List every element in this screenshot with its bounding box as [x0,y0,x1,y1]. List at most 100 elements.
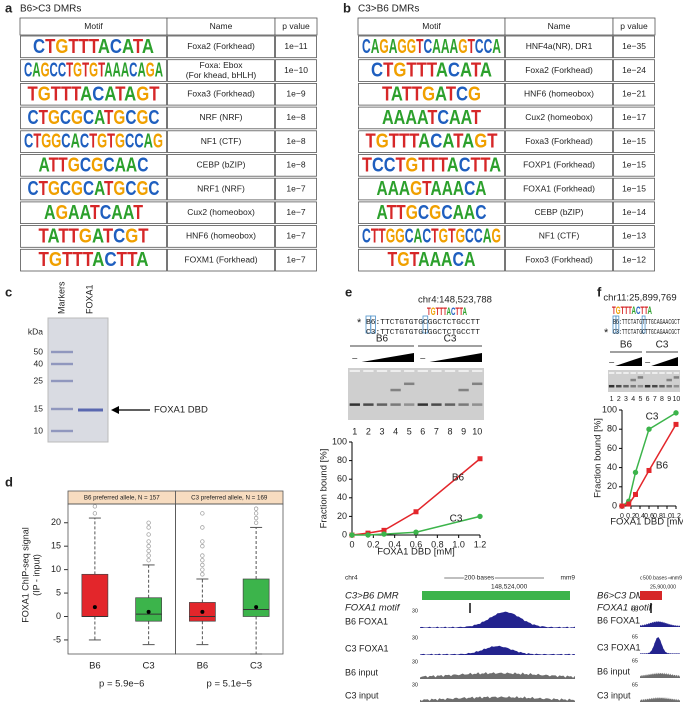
track-label: B6 FOXA1 [597,615,640,625]
p-value: 1e−17 [622,112,646,122]
motif-logo: TCCTGTTTACTTA [362,155,501,177]
free-band [472,403,483,406]
outlier [200,525,205,530]
track-signal [640,636,680,654]
table-cell [613,154,655,177]
marker-size: 15 [34,403,44,413]
outlier [146,539,151,544]
p-value: 1e−12 [622,254,646,264]
x-axis-label: FOXA1 DBD [mM] [610,517,683,528]
motif-logo: TATTGATCGT [39,226,149,248]
well [644,372,651,374]
table-cell [613,201,655,224]
free-band [637,384,644,388]
panel-label: e [345,284,352,299]
outlier [200,511,205,516]
protein-band [78,408,103,412]
well [472,370,483,372]
y-tick-label: 20 [607,481,617,491]
well [444,370,456,372]
marker-size: 25 [34,375,44,385]
header-cell [612,17,656,36]
lane-number: 7 [653,396,657,403]
y-tick-label: 0 [612,500,617,510]
track-label: C3 input [597,690,631,700]
table-cell [358,106,505,130]
column-header: p value [620,21,648,31]
outlier [253,520,259,525]
chromosome: chr11 [640,575,653,581]
x-tick-label: 0.2 [367,539,380,549]
p-value: 1e−13 [622,231,646,241]
panel-label: b [343,0,351,15]
p-value: 1e−9 [286,89,305,99]
table-cell [613,177,655,201]
well [417,370,428,372]
coordinate: 25,900,000 [650,584,676,590]
free-band [623,384,629,388]
sequence: B6:TTCTGTGTGCGGCTCTGCCTT [366,319,480,327]
motif-logo: TGTTTACATAGT [28,84,160,106]
band-label: FOXA1 DBD [154,405,208,416]
p-value: 1e−21 [622,89,646,99]
lane-number: 3 [379,426,384,436]
table-cell [275,154,317,177]
shifted-band [637,376,644,379]
group-label: B6 [620,340,633,351]
track-signal [420,611,575,628]
dmr-label: B6>C3 DMR [597,591,651,602]
shifted-band [390,388,401,392]
sequence: C3:TTCTATGCTTGCAGAACGCT [613,329,680,337]
table-cell [505,83,613,106]
motif-logo: ATTGCGCAAC [39,155,149,177]
motif-name: HNF6 (homeobox) [186,231,256,241]
column-header: Motif [84,21,103,31]
motif-name: FOXM1 (Forkhead) [184,254,257,264]
table-cell [358,154,505,177]
concentration-wedge [651,357,678,366]
table-cell [505,59,613,82]
no-protein-mark: – [609,356,614,366]
outlier [92,511,98,516]
x-tick-label: 1.2 [474,539,487,549]
motif-logo: CAGAGGTCAAAGTCCA [362,36,501,58]
p-value: 1e−7 [286,254,305,264]
free-band [444,403,456,406]
track-label: C3 input [345,690,379,700]
table-cell [167,83,275,106]
motif-logo: TATTGATCG [382,84,481,106]
motif-label: FOXA1 motif [597,603,653,614]
motif-name: Cux2 (homeobox) [525,112,593,122]
table-cell [358,177,505,201]
free-band [616,384,622,388]
free-band [608,384,615,388]
outlier [146,558,151,563]
p-value: 1e−15 [622,136,646,146]
lane-number: 9 [461,426,466,436]
well [349,370,360,372]
outlier [200,553,205,558]
mean [200,609,205,614]
free-band [673,384,680,388]
y-tick-label: 60 [337,474,347,484]
panel-label: f [597,284,602,299]
motif-logo: AAAATCAAT [382,107,481,129]
lane-number: 6 [646,396,650,403]
track-signal [420,672,575,679]
motif-label: FOXA1 motif [345,603,401,614]
p-value: 1e−7 [286,183,305,193]
motif-logo: TGTTTACATAGT [366,131,498,153]
shifted-band [666,378,672,382]
track-signal [640,696,680,702]
x-axis-label: FOXA1 DBD [mM] [377,547,455,558]
table-cell [275,83,317,106]
outlier [146,553,151,558]
column-header: Name [548,21,571,31]
track-signal [420,696,575,702]
mean [254,605,259,610]
well [404,370,415,372]
x-tick-label: 1.2 [671,513,681,520]
motif-name: FOXP1 (Forkhead) [523,160,595,170]
motif-logo: CAGCCTGTGTAAACAGA [24,60,163,82]
